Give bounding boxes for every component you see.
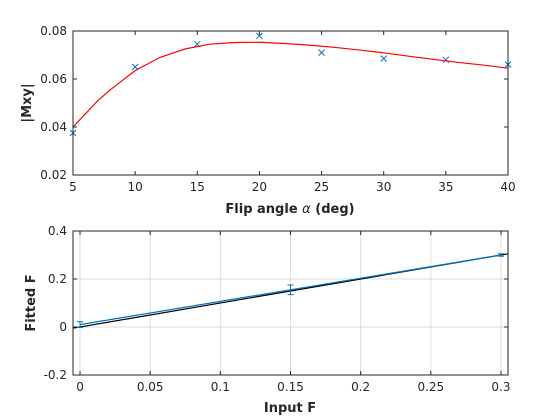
series-line xyxy=(72,41,509,128)
x-tick-label: 15 xyxy=(190,180,205,194)
x-tick-label: 20 xyxy=(252,180,267,194)
marker-stroke xyxy=(131,63,139,71)
y-axis-label: Fitted F xyxy=(24,274,39,331)
marker-stroke xyxy=(193,40,201,48)
x-tick-label: 0.3 xyxy=(491,380,510,394)
marker-stroke xyxy=(442,56,450,64)
error-bar xyxy=(77,321,84,328)
series-layer xyxy=(69,32,512,137)
plot-area xyxy=(73,31,508,175)
y-axis-label: |Mxy| xyxy=(20,83,35,122)
x-tick-label: 35 xyxy=(438,180,453,194)
axes xyxy=(72,230,509,376)
y-tick-label: 0.02 xyxy=(40,168,67,182)
axes-box xyxy=(72,30,509,176)
flip-angle-chart: 5 10 15 20 25 30 35 40 0.02 0.04 0.06 0.08 Flip ang… xyxy=(20,24,516,217)
axes xyxy=(72,30,509,176)
y-tick-label: 0.2 xyxy=(48,272,67,286)
marker-stroke xyxy=(256,32,263,40)
x-tick-label: 30 xyxy=(376,180,391,194)
fitted-vs-input-chart: 0 0.05 0.1 0.15 0.2 0.25 0.3 -0.2 0 0.2 0.4 Input … xyxy=(24,224,511,416)
x-tick-label: 25 xyxy=(314,180,329,194)
y-tick-label: -0.2 xyxy=(44,368,67,382)
data-point-marker xyxy=(318,49,325,56)
tick-labels: 5 10 15 20 25 30 35 40 0.02 0.04 0.06 0.08 xyxy=(40,24,515,194)
y-tick-label: 0 xyxy=(59,320,67,334)
y-tick-label: 0.04 xyxy=(40,120,67,134)
data-point-marker xyxy=(442,56,450,64)
marker-stroke xyxy=(318,49,325,56)
y-tick-label: 0.08 xyxy=(40,24,67,38)
x-tick-label: 0 xyxy=(76,380,84,394)
x-axis-label: Flip angle α (deg) xyxy=(225,202,354,217)
x-tick-label: 10 xyxy=(128,180,143,194)
error-bar xyxy=(497,253,504,257)
data-point-marker xyxy=(256,32,263,40)
x-tick-label: 0.2 xyxy=(351,380,370,394)
y-tick-label: 0.06 xyxy=(40,72,67,86)
x-tick-label: 40 xyxy=(500,180,515,194)
x-tick-label: 0.15 xyxy=(277,380,304,394)
x-tick-label: 0.1 xyxy=(211,380,230,394)
x-tick-label: 0.05 xyxy=(137,380,164,394)
data-point-marker xyxy=(380,55,388,62)
x-axis-label: Input F xyxy=(264,401,316,416)
y-tick-label: 0.4 xyxy=(48,224,67,238)
x-tick-label: 0.25 xyxy=(417,380,444,394)
tick-labels: 0 0.05 0.1 0.15 0.2 0.25 0.3 -0.2 0 0.2 0.4 xyxy=(44,224,511,394)
marker-stroke xyxy=(380,55,388,62)
x-tick-label: 5 xyxy=(69,180,77,194)
error-bar xyxy=(287,284,294,296)
series-layer xyxy=(72,253,509,329)
